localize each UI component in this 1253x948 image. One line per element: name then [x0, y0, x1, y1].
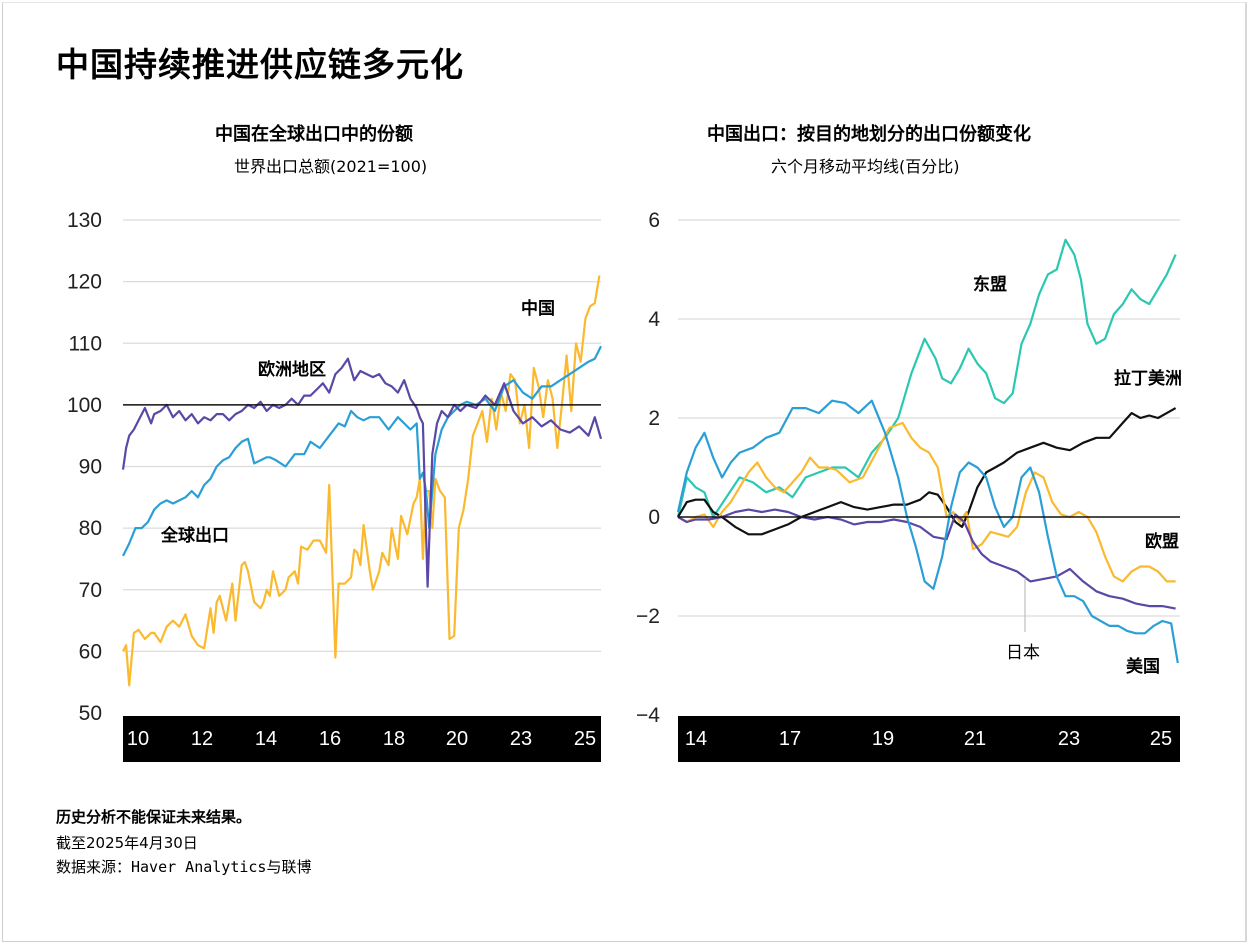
disclaimer-note: 历史分析不能保证未来结果。 [56, 808, 252, 826]
y-tick-label: 6 [648, 209, 660, 232]
x-tick-label: 17 [779, 728, 801, 750]
y-tick-label: 100 [67, 394, 102, 417]
series-label: 日本 [1006, 643, 1040, 663]
x-tick-label: 14 [685, 728, 707, 750]
y-tick-label: 110 [69, 332, 102, 355]
x-tick-label: 20 [446, 728, 468, 750]
y-tick-label: 50 [79, 702, 102, 725]
x-axis-bar [678, 716, 1180, 762]
series-line-全球出口 [122, 345, 602, 557]
right-chart-subtitle: 六个月移动平均线(百分比) [771, 157, 960, 176]
x-tick-label: 19 [872, 728, 894, 750]
left-chart-title: 中国在全球出口中的份额 [215, 124, 413, 145]
y-tick-label: 120 [67, 271, 102, 294]
series-label: 欧洲地区 [258, 359, 326, 380]
x-axis-bar [123, 716, 601, 762]
right-chart-title: 中国出口：按目的地划分的出口份额变化 [707, 124, 1031, 145]
series-label: 美国 [1126, 656, 1160, 677]
series-line-东盟 [676, 238, 1177, 519]
y-tick-label: 2 [648, 407, 660, 430]
x-tick-label: 21 [964, 728, 986, 750]
x-tick-label: 16 [319, 728, 341, 750]
y-tick-label: 0 [648, 506, 660, 529]
y-tick-label: 4 [648, 308, 660, 331]
left-chart-subtitle: 世界出口总额(2021=100) [234, 157, 428, 176]
y-tick-label: −4 [636, 704, 660, 727]
series-line-欧洲地区 [121, 357, 603, 588]
series-line-日本 [677, 508, 1176, 610]
y-tick-label: 70 [79, 579, 102, 602]
series-label: 东盟 [973, 274, 1007, 295]
y-tick-label: −2 [636, 605, 660, 628]
x-tick-label: 23 [510, 728, 532, 750]
x-tick-label: 12 [191, 728, 213, 750]
x-tick-label: 25 [574, 728, 596, 750]
y-tick-label: 130 [67, 209, 102, 232]
y-tick-label: 80 [79, 517, 102, 540]
series-line-欧盟 [677, 421, 1176, 583]
series-line-拉丁美洲 [677, 407, 1177, 536]
series-line-美国 [676, 399, 1179, 664]
x-tick-label: 25 [1150, 728, 1172, 750]
y-tick-label: 90 [79, 456, 102, 479]
series-label: 欧盟 [1145, 531, 1179, 552]
series-label: 拉丁美洲 [1114, 368, 1182, 389]
series-label: 中国 [521, 298, 555, 319]
x-tick-label: 18 [383, 728, 405, 750]
series-line-中国 [122, 275, 601, 687]
x-tick-label: 14 [255, 728, 277, 750]
x-tick-label: 23 [1058, 728, 1080, 750]
series-label: 全球出口 [160, 525, 229, 546]
data-source: 数据来源：Haver Analytics与联博 [56, 858, 312, 876]
page-title: 中国持续推进供应链多元化 [56, 45, 464, 84]
as-of-date: 截至2025年4月30日 [56, 834, 198, 852]
x-tick-label: 10 [127, 728, 149, 750]
y-tick-label: 60 [79, 640, 102, 663]
